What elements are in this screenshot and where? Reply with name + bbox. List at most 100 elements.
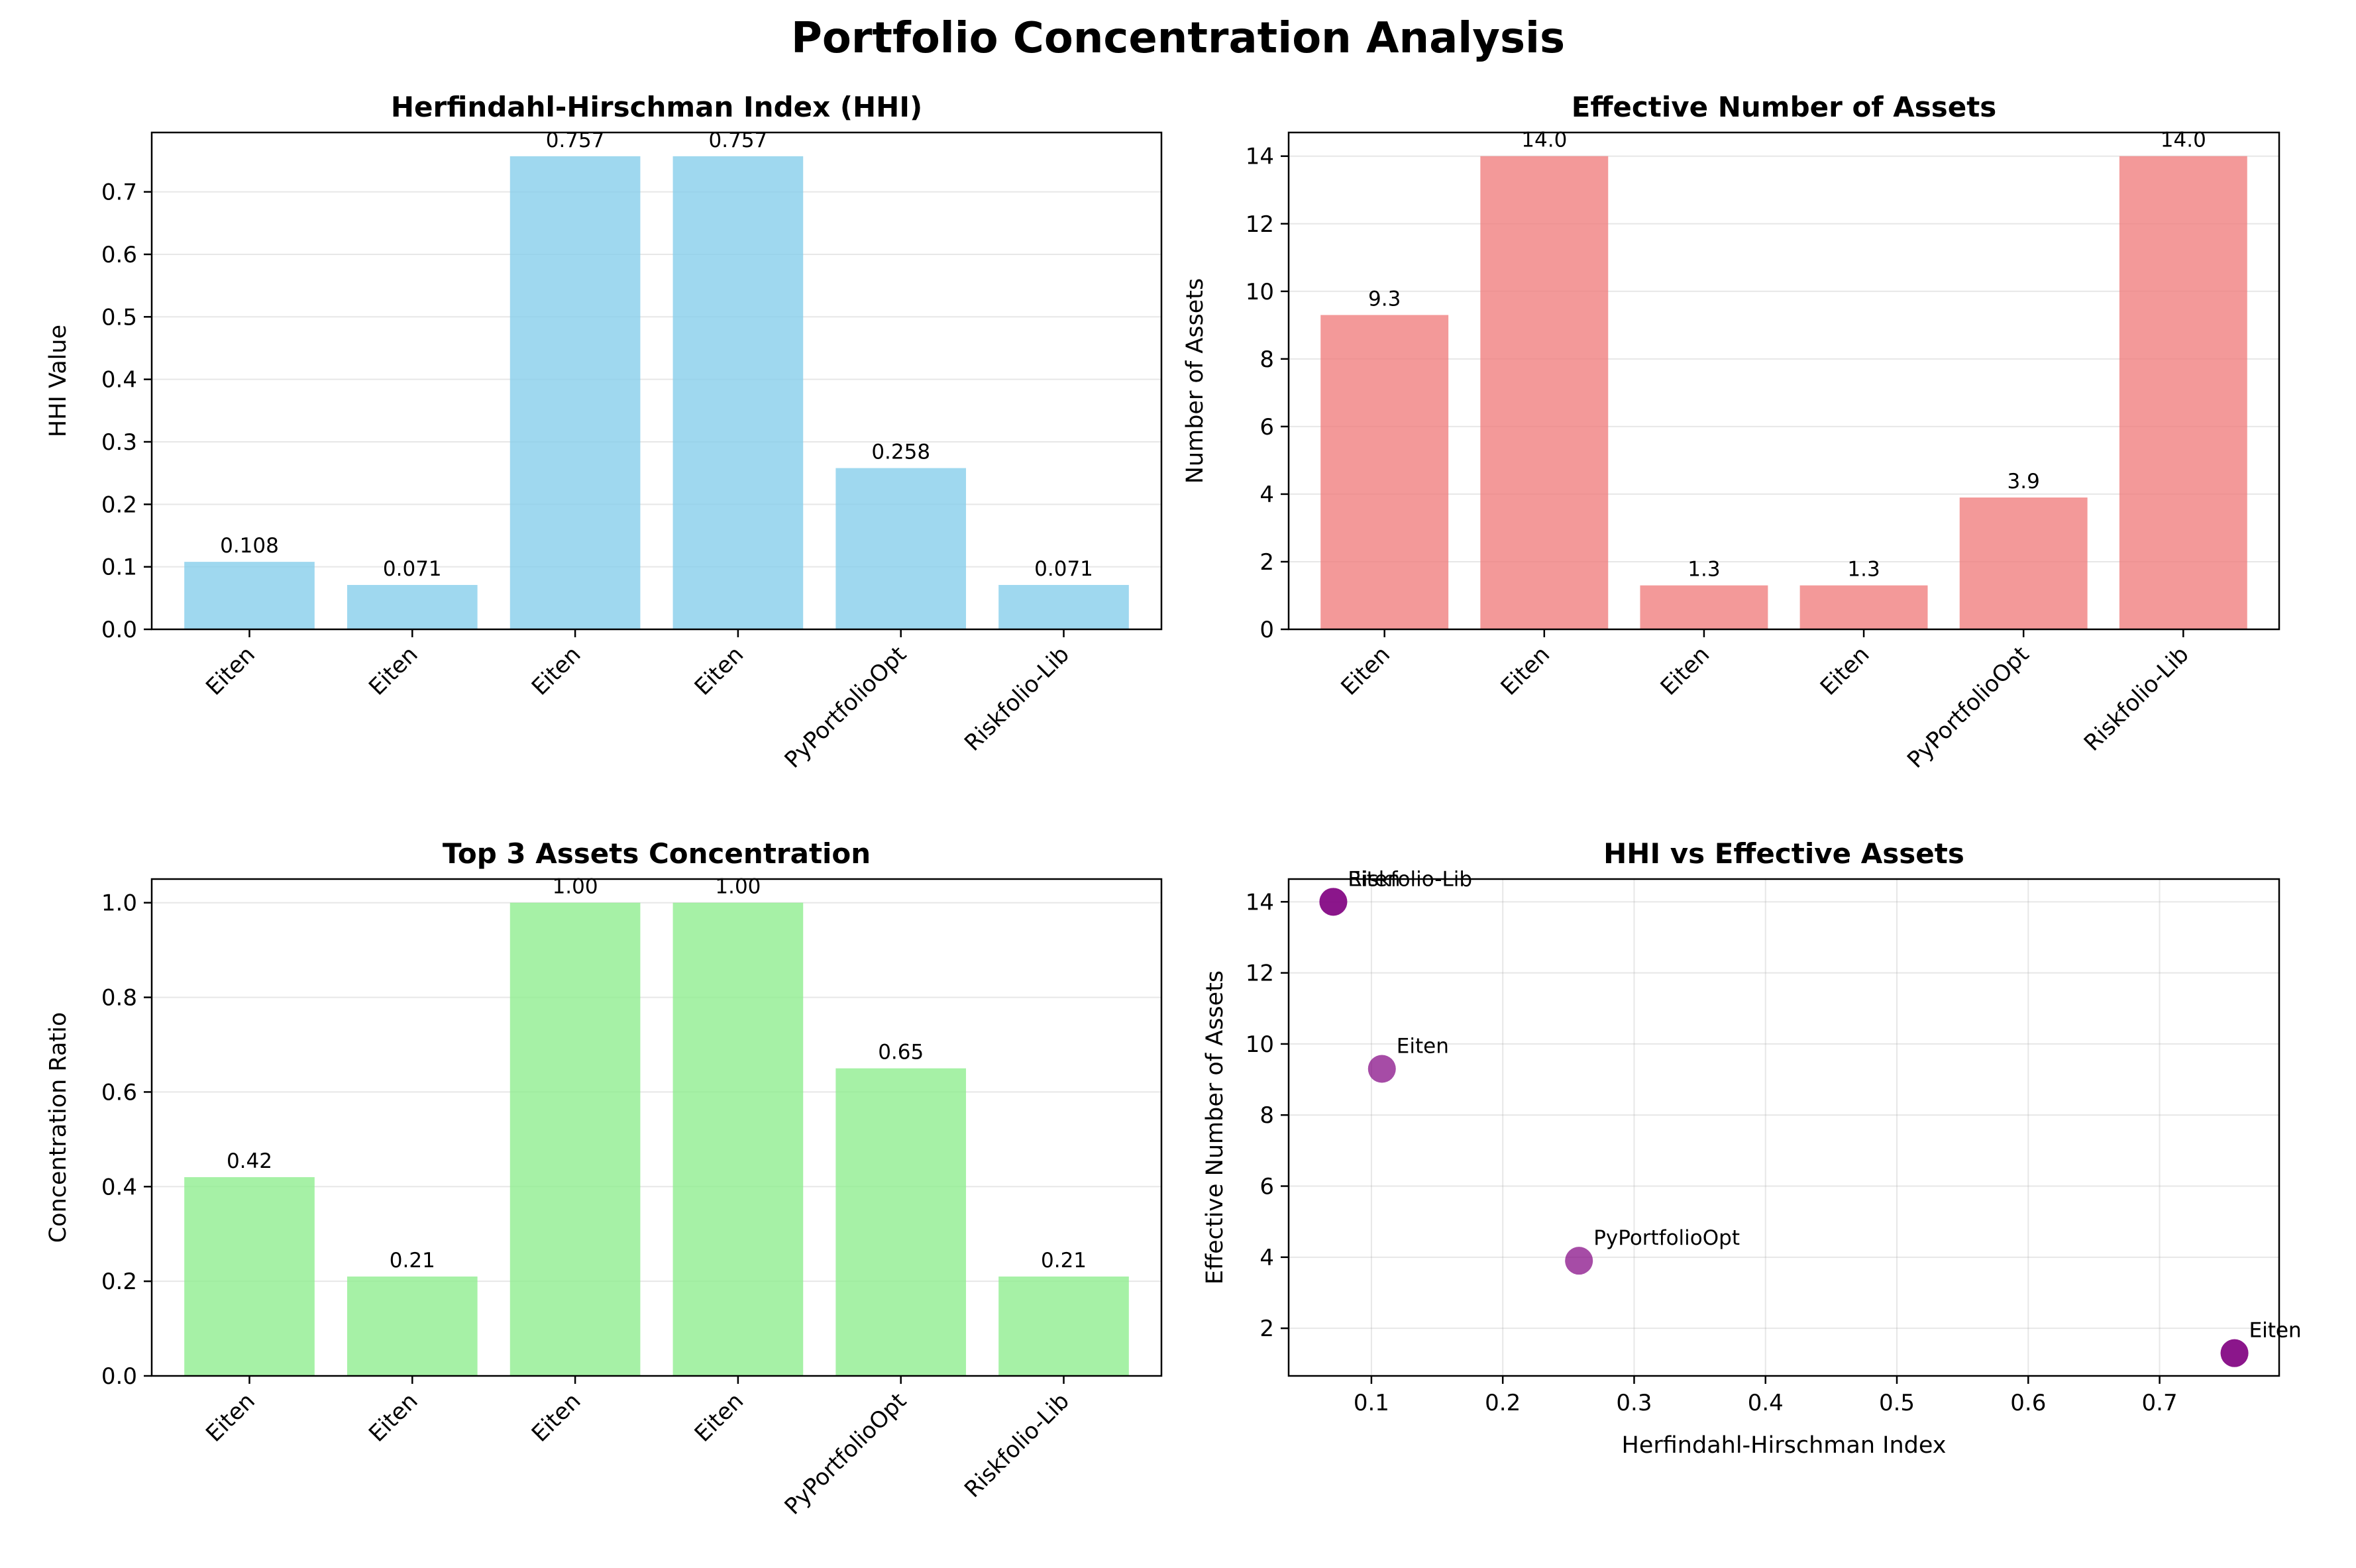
- data-label: 0.108: [220, 534, 279, 558]
- bar: [1799, 585, 1928, 629]
- axes-frame: [1287, 878, 2280, 1377]
- figure-title: Portfolio Concentration Analysis: [790, 14, 1566, 63]
- scatter-point: [1319, 888, 1348, 916]
- x-tick-label: 0.4: [1748, 1390, 1784, 1416]
- bar: [184, 562, 315, 629]
- y-tick-label: 10: [1246, 1031, 1274, 1058]
- data-label: 0.42: [227, 1149, 272, 1173]
- x-tick-label: 0.3: [1616, 1390, 1652, 1416]
- y-tick-label: 2: [1259, 1316, 1274, 1342]
- y-tick-label: 0.7: [101, 180, 137, 206]
- x-tick-label: Eiten: [364, 1388, 423, 1447]
- bar: [1640, 585, 1768, 629]
- point-label: Eiten: [2249, 1319, 2302, 1343]
- y-tick-label: 0.6: [101, 1079, 137, 1106]
- y-grid: [1289, 155, 2279, 630]
- bar: [1320, 315, 1449, 629]
- x-tick-label: Eiten: [201, 641, 260, 701]
- y-tick-label: 0.2: [101, 1269, 137, 1295]
- y-tick-label: 0.4: [101, 367, 137, 393]
- x-tick-label: PyPortfolioOpt: [780, 641, 912, 774]
- data-label: 9.3: [1368, 287, 1401, 311]
- axes-title: Herfindahl-Hirschman Index (HHI): [391, 91, 922, 123]
- bar: [835, 468, 967, 629]
- x-tick-label: Eiten: [690, 641, 749, 701]
- y-tick-label: 14: [1246, 144, 1274, 170]
- bar: [998, 1277, 1129, 1376]
- x-tick-label: Eiten: [364, 641, 423, 701]
- scatter-point: [2220, 1339, 2249, 1367]
- top3-concentration-bar-chart: 0.420.211.00 1.000.650.210.00.20.40.60.81…: [45, 837, 1163, 1520]
- y-axis-label: Concentration Ratio: [45, 1012, 72, 1243]
- x-tick-label: 0.1: [1354, 1390, 1389, 1416]
- data-label: 0.65: [878, 1041, 924, 1065]
- y-tick-label: 12: [1246, 961, 1274, 987]
- y-tick-label: 8: [1259, 1102, 1274, 1129]
- x-tick-label: PyPortfolioOpt: [780, 1388, 912, 1520]
- y-tick-label: 8: [1259, 346, 1274, 373]
- point-label: Eiten: [1397, 1034, 1449, 1058]
- y-tick-label: 2: [1259, 549, 1274, 576]
- x-tick-label: 0.7: [2142, 1390, 2178, 1416]
- axes-frame: [1287, 131, 2280, 631]
- axes-title: Top 3 Assets Concentration: [443, 837, 871, 870]
- bar: [2119, 156, 2247, 629]
- y-tick-label: 6: [1259, 1174, 1274, 1200]
- x-tick-label: Eiten: [201, 1388, 260, 1447]
- x-tick-label: Eiten: [1656, 641, 1715, 701]
- bar: [672, 156, 804, 629]
- y-tick-label: 0: [1259, 617, 1274, 643]
- axes-frame: [150, 878, 1163, 1377]
- y-tick-label: 0.0: [101, 1363, 137, 1390]
- point-label: PyPortfolioOpt: [1593, 1226, 1740, 1250]
- y-tick-label: 0.0: [101, 617, 137, 643]
- bar: [672, 902, 804, 1376]
- bar: [998, 585, 1129, 629]
- axes-title: HHI vs Effective Assets: [1603, 837, 1964, 870]
- x-tick-label: Riskfolio-Lib: [959, 1388, 1075, 1503]
- x-tick-label: Eiten: [527, 641, 586, 701]
- data-label: 0.071: [383, 557, 442, 581]
- x-axis-label: Herfindahl-Hirschman Index: [1622, 1432, 1947, 1459]
- y-axis-label: Number of Assets: [1182, 278, 1208, 484]
- y-tick-label: 6: [1259, 414, 1274, 441]
- data-label: 1.3: [1847, 558, 1880, 582]
- x-tick-label: 0.5: [1879, 1390, 1915, 1416]
- data-label: 0.071: [1034, 557, 1093, 581]
- x-tick-label: 0.6: [2010, 1390, 2046, 1416]
- y-tick-label: 0.5: [101, 304, 137, 331]
- bar: [184, 1177, 315, 1376]
- grid: [1289, 879, 2279, 1376]
- scatter-point: [1367, 1055, 1396, 1083]
- y-axis-label: Effective Number of Assets: [1202, 970, 1228, 1284]
- x-tick-label: PyPortfolioOpt: [1902, 641, 2035, 774]
- data-label: 0.21: [1041, 1249, 1087, 1273]
- y-tick-label: 14: [1246, 889, 1274, 915]
- hhi-vs-effective-scatter: EitenEitenEitenEitenPyPortfolioOptRiskfo…: [1202, 837, 2302, 1459]
- x-tick-label: 0.2: [1485, 1390, 1521, 1416]
- y-tick-label: 4: [1259, 482, 1274, 508]
- x-tick-label: Eiten: [527, 1388, 586, 1447]
- y-tick-label: 0.6: [101, 242, 137, 268]
- axes-frame: [150, 131, 1163, 631]
- bar: [509, 902, 641, 1376]
- scatter-point: [1565, 1247, 1593, 1275]
- y-tick-label: 0.8: [101, 985, 137, 1012]
- bar: [347, 1277, 478, 1376]
- bar: [835, 1068, 967, 1376]
- bar: [1959, 497, 2088, 629]
- data-label: 1.3: [1687, 558, 1720, 582]
- bar: [1480, 156, 1609, 629]
- x-tick-label: Eiten: [1336, 641, 1395, 701]
- x-tick-label: Riskfolio-Lib: [2079, 641, 2194, 757]
- y-axis-label: HHI Value: [45, 325, 72, 437]
- x-tick-label: Riskfolio-Lib: [959, 641, 1075, 757]
- y-tick-label: 0.1: [101, 554, 137, 581]
- x-tick-label: Eiten: [690, 1388, 749, 1447]
- y-tick-label: 0.3: [101, 429, 137, 456]
- y-tick-label: 1.0: [101, 890, 137, 917]
- x-tick-label: Eiten: [1496, 641, 1556, 701]
